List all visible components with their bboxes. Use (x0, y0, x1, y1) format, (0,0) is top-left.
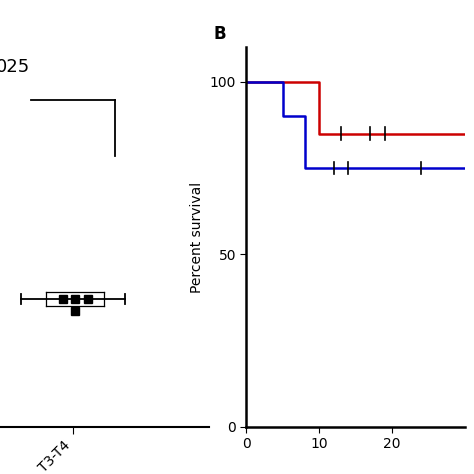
Text: 025: 025 (0, 58, 30, 76)
Text: B: B (214, 25, 227, 43)
Y-axis label: Percent survival: Percent survival (190, 182, 204, 292)
